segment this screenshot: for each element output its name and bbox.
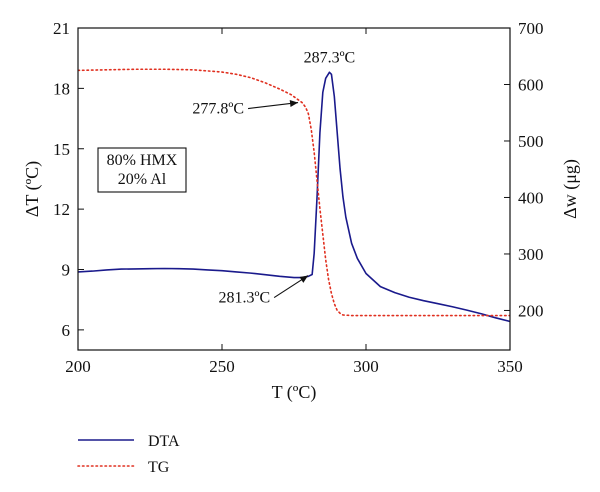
x-tick-label: 350	[497, 357, 523, 376]
y-right-tick-label: 500	[518, 132, 544, 151]
annotation-arrow-line	[247, 102, 299, 110]
labels-layer: T (ºC) ΔT (ºC) Δw (μg)	[22, 159, 581, 403]
legend-label-dta: DTA	[148, 433, 180, 450]
y-right-tick-label: 200	[518, 301, 544, 320]
sample-box-frame	[97, 147, 187, 193]
y-left-tick-label: 6	[62, 321, 71, 340]
y-right-tick-label: 600	[518, 75, 544, 94]
y-right-tick-label: 300	[518, 245, 544, 264]
y-left-tick-label: 9	[62, 261, 71, 280]
x-axis-label: T (ºC)	[272, 382, 317, 403]
annotation-arrow-head	[299, 275, 309, 283]
y-right-axis-label: Δw (μg)	[560, 159, 581, 219]
x-tick-label: 250	[209, 357, 235, 376]
series-layer	[78, 68, 510, 323]
series-dta-line	[78, 71, 510, 323]
annotations-layer: 287.3ºC 277.8ºC 281.3ºC	[192, 49, 355, 306]
y-left-tick-label: 12	[53, 200, 70, 219]
annotation-label: 287.3ºC	[304, 49, 356, 66]
y-left-tick-label: 18	[53, 79, 70, 98]
y-right-tick-label: 700	[518, 19, 544, 38]
annotation-arrow-head	[289, 100, 299, 107]
y-left-tick-label: 21	[53, 19, 70, 38]
x-tick-label: 300	[353, 357, 379, 376]
plot-frame	[77, 27, 511, 351]
sample-box-line: 20% Al	[118, 171, 167, 188]
ticks-layer: 200 250 300 350 6 9 12 15 18 21 200 300 400 500 600 700	[53, 19, 544, 376]
y-right-tick-label: 400	[518, 188, 544, 207]
legend: DTA TG	[77, 433, 180, 476]
annotation-label: 281.3ºC	[219, 290, 271, 307]
sample-box-line: 80% HMX	[107, 152, 178, 169]
x-tick-label: 200	[65, 357, 91, 376]
y-left-axis-label: ΔT (ºC)	[22, 161, 43, 217]
legend-label-tg: TG	[148, 459, 170, 476]
y-left-tick-label: 15	[53, 140, 70, 159]
sample-box: 80% HMX 20% Al	[97, 147, 187, 193]
annotation-label: 277.8ºC	[192, 101, 244, 118]
series-tg-line	[78, 68, 510, 317]
